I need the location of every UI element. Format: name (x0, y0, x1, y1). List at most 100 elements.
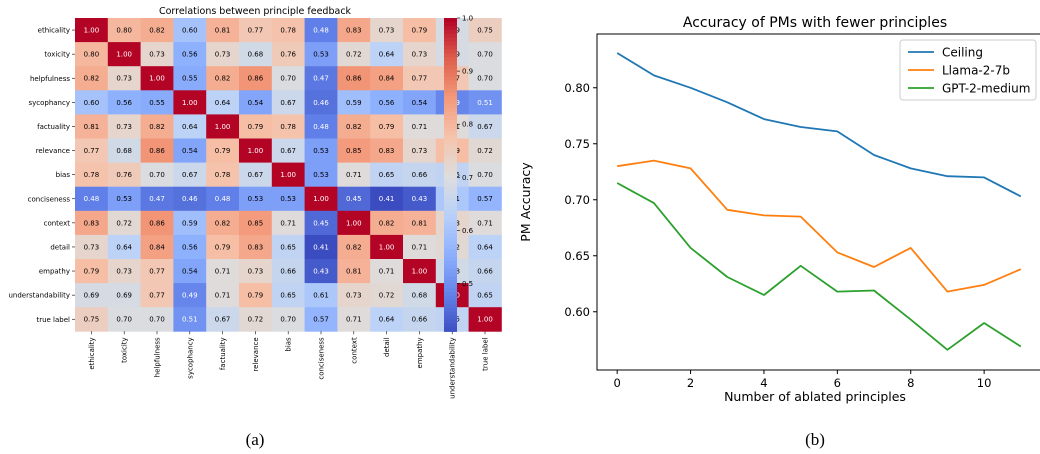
row-label: sycophancy (28, 99, 70, 107)
colorbar-segment (444, 84, 457, 90)
colorbar-segment (444, 57, 457, 62)
heatmap-cell (468, 234, 502, 260)
heatmap-cell-value: 0.64 (379, 316, 395, 324)
heatmap-cell-value: 0.73 (149, 51, 165, 59)
row-label: conciseness (28, 195, 71, 203)
plot-area (596, 33, 1040, 371)
heatmap-cell (403, 42, 437, 67)
heatmap-cell (75, 90, 109, 115)
heatmap-cell-value: 0.78 (215, 171, 231, 179)
heatmap-cell (107, 138, 141, 163)
row-label: context (44, 219, 71, 227)
heatmap-cell (271, 66, 305, 91)
heatmap-cell (140, 114, 174, 139)
heatmap-cell (206, 234, 240, 260)
heatmap-cell (403, 114, 437, 139)
heatmap-cell (468, 186, 502, 212)
heatmap-cell (107, 66, 141, 91)
column-label: detail (383, 337, 391, 357)
heatmap-cell (337, 42, 371, 67)
heatmap-cell-value: 1.00 (215, 123, 231, 131)
caption-b: (b) (805, 430, 825, 449)
colorbar-segment (444, 186, 457, 191)
heatmap-cell-value: 0.46 (182, 195, 198, 203)
heatmap-cell (403, 210, 437, 236)
heatmap-cell (206, 259, 240, 284)
heatmap-cell (304, 210, 338, 236)
heatmap-cell-value: 0.69 (116, 292, 132, 300)
row-label: detail (50, 243, 70, 251)
heatmap-cell (304, 114, 338, 139)
heatmap-cell (239, 307, 273, 332)
heatmap-cell-value: 0.80 (84, 51, 100, 59)
heatmap-cell-value: 0.83 (346, 26, 362, 34)
heatmap-cell-value: 0.72 (116, 219, 132, 227)
column-label: toxicity (121, 337, 129, 363)
colorbar-segment (444, 64, 457, 70)
heatmap-cell-value: 0.86 (346, 75, 362, 83)
colorbar-segment (444, 221, 457, 227)
heatmap-cell-value: 0.49 (182, 292, 198, 300)
heatmap-cell-value: 0.65 (477, 292, 493, 300)
heatmap-cell-value: 0.82 (379, 219, 395, 227)
heatmap-cell (337, 259, 371, 284)
heatmap-cell-value: 0.64 (477, 243, 493, 251)
heatmap-cell (271, 210, 305, 236)
column-label: true label (482, 337, 490, 371)
heatmap-cell (337, 210, 371, 236)
heatmap-cell (140, 307, 174, 332)
column-label: conciseness (318, 337, 326, 380)
heatmap-cell (173, 162, 207, 188)
legend-box (899, 39, 1037, 101)
heatmap-cell (337, 18, 371, 43)
heatmap-cell (304, 138, 338, 163)
heatmap-cell-value: 0.70 (477, 51, 493, 59)
heatmap-cell-value: 0.57 (477, 195, 493, 203)
colorbar-segment (444, 303, 457, 309)
heatmap-cell-value: 0.77 (412, 75, 428, 83)
heatmap-cell (75, 66, 109, 91)
heatmap-cell (304, 90, 338, 115)
heatmap-cell-value: 1.00 (84, 26, 100, 34)
heatmap-cell (107, 90, 141, 115)
colorbar-segment (444, 209, 457, 215)
legend: Ceiling Llama-2-7b GPT-2-medium (899, 39, 1037, 101)
heatmap-cell (75, 42, 109, 67)
colorbar-segment (444, 260, 457, 266)
heatmap-cell-value: 0.65 (280, 292, 296, 300)
colorbar-segment (444, 119, 457, 125)
colorbar-segment (444, 205, 457, 211)
heatmap-cell (75, 307, 109, 332)
heatmap-cell-value: 0.79 (248, 292, 264, 300)
heatmap-cell-value: 0.82 (215, 75, 231, 83)
heatmap-cell-value: 0.72 (346, 51, 362, 59)
colorbar-segment (444, 256, 457, 262)
heatmap-cell (173, 259, 207, 284)
heatmap-cell-value: 1.00 (346, 219, 362, 227)
heatmap-cell-value: 0.67 (280, 147, 296, 155)
heatmap-cell (206, 18, 240, 43)
heatmap-cell (337, 234, 371, 260)
heatmap-cell (337, 90, 371, 115)
colorbar-segment (444, 264, 457, 270)
colorbar-segment (444, 190, 457, 195)
heatmap-cell (206, 90, 240, 115)
colorbar-segment (444, 123, 457, 129)
heatmap-cell (107, 162, 141, 188)
y-tick-label: 0.80 (564, 81, 590, 95)
heatmap-cell-value: 0.71 (477, 219, 493, 227)
heatmap-cell (239, 66, 273, 91)
colorbar-segment (444, 53, 457, 58)
heatmap-cell (271, 307, 305, 332)
column-label: relevance (252, 337, 260, 371)
heatmap-cell-value: 1.00 (248, 147, 264, 155)
heatmap-cell (370, 186, 404, 212)
heatmap-cell-value: 0.56 (379, 99, 395, 107)
line-chart-title: Accuracy of PMs with fewer principles (683, 15, 947, 31)
colorbar-segment (444, 80, 457, 86)
column-label: ethicality (88, 337, 96, 369)
y-tick-label: 0.60 (564, 305, 590, 319)
colorbar-segment (444, 170, 457, 176)
heatmap-cell-value: 0.84 (379, 75, 395, 83)
y-axis-ticks: 0.60 0.65 0.70 0.75 0.80 (564, 81, 597, 319)
